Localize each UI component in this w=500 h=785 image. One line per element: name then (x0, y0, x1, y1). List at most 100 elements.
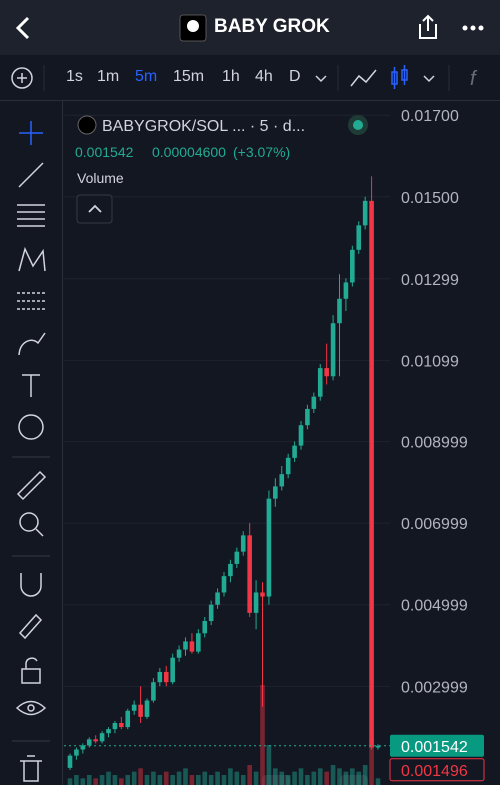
page-title: BABY GROK (214, 16, 330, 37)
indicators-button[interactable]: f (470, 68, 478, 90)
measure-tool[interactable] (16, 470, 47, 501)
collapse-button[interactable] (76, 194, 113, 224)
volume-bar (112, 775, 118, 785)
line-chart-button[interactable] (350, 69, 377, 87)
volume-bar (170, 775, 175, 785)
add-button[interactable] (11, 67, 33, 89)
candle-body (176, 649, 182, 658)
candle-body (221, 576, 227, 593)
interval-button[interactable]: 1s (66, 68, 83, 85)
volume-bar (208, 775, 214, 785)
volume-bar (119, 778, 124, 785)
volume-bar (74, 775, 79, 785)
candle-body (202, 621, 208, 634)
prev-price-tag (389, 758, 485, 782)
candle-body (170, 657, 175, 683)
candle-body (260, 592, 265, 597)
y-tick-label: 0.004999 (401, 598, 468, 615)
volume-bar (196, 775, 201, 785)
symbol-logo (77, 115, 97, 135)
delete-tool[interactable] (20, 755, 42, 782)
candle-body (369, 200, 374, 748)
chart-type-menu[interactable] (423, 75, 435, 83)
volume-bar (337, 768, 342, 785)
volume-bar (144, 775, 150, 785)
y-tick-label: 0.008999 (401, 435, 468, 452)
emoji-tool[interactable] (18, 414, 44, 440)
candle-chart-button[interactable] (391, 65, 408, 89)
candle-body (183, 641, 188, 650)
interval-button[interactable]: 15m (173, 68, 205, 85)
top-icons (15, 14, 484, 42)
interval-button[interactable]: 1h (222, 68, 240, 85)
volume-bar (99, 775, 105, 785)
volume-bar (260, 685, 265, 785)
candle-body (311, 396, 317, 409)
volume-bar (125, 775, 131, 785)
pattern-tool[interactable] (18, 246, 46, 272)
volume-bar (163, 771, 169, 785)
zoom-tool[interactable] (19, 512, 39, 532)
volume-bar (317, 768, 323, 785)
candle-body (208, 604, 214, 622)
candle-body (74, 749, 79, 756)
legend-price: 0.001542 (75, 144, 134, 160)
trend-line-tool[interactable] (18, 162, 44, 188)
prediction-tool[interactable] (17, 292, 45, 310)
scroll-right-button[interactable] (340, 775, 368, 785)
candle-body (266, 498, 272, 597)
candle-body (112, 722, 118, 730)
volume-bar (324, 771, 329, 785)
volume-bar (273, 768, 278, 785)
brush-tool[interactable] (18, 332, 46, 356)
volume-bar (247, 765, 252, 785)
toolbar: f 1s 1m 5m 15m 1h 4h D (0, 55, 500, 101)
last-price-label: 0.001542 (401, 739, 468, 756)
interval-button[interactable]: 5m (135, 68, 158, 85)
interval-button[interactable]: D (289, 68, 301, 85)
candle-body (131, 704, 137, 711)
legend-change-pct: (+3.07%) (233, 144, 290, 160)
magnet-tool[interactable] (20, 573, 42, 597)
candle-body (253, 592, 259, 613)
volume-bar (221, 775, 227, 785)
candle-body (106, 729, 111, 734)
volume-bar (292, 771, 297, 785)
volume-bar (311, 771, 317, 785)
volume-bar (106, 771, 111, 785)
volume-bar (157, 775, 163, 785)
volume-bar (234, 771, 240, 785)
crosshair-tool[interactable] (19, 121, 43, 145)
text-tool[interactable] (22, 374, 40, 397)
lock-tool[interactable] (21, 668, 41, 684)
price-axis (390, 101, 500, 785)
volume-bar (228, 768, 233, 785)
volume-bar (298, 768, 304, 785)
fib-tool[interactable] (17, 204, 45, 227)
candle-body (350, 249, 355, 283)
interval-button[interactable]: 1m (97, 68, 120, 85)
symbol-name: BABYGROK/SOL ... · 5 · d... (102, 118, 305, 135)
back-button[interactable] (15, 16, 30, 40)
volume-bar (215, 771, 220, 785)
candle-body (67, 755, 73, 768)
volume-label: Volume (77, 170, 124, 186)
volume-bar (330, 765, 336, 785)
visibility-tool[interactable] (15, 700, 47, 716)
interval-menu[interactable] (315, 75, 327, 83)
scroll-left-button[interactable] (262, 775, 290, 785)
more-button[interactable] (462, 25, 484, 31)
share-button[interactable] (419, 14, 437, 39)
interval-button[interactable]: 4h (255, 68, 273, 85)
candle-body (273, 486, 278, 499)
candle-body (305, 408, 310, 426)
collapse-icon (88, 204, 102, 213)
candle-body (86, 739, 92, 746)
candle-body (356, 225, 362, 250)
lock-draw-tool[interactable] (18, 613, 43, 640)
candle-body (234, 551, 240, 564)
candle-body (317, 368, 323, 397)
volume-bar (151, 771, 156, 785)
